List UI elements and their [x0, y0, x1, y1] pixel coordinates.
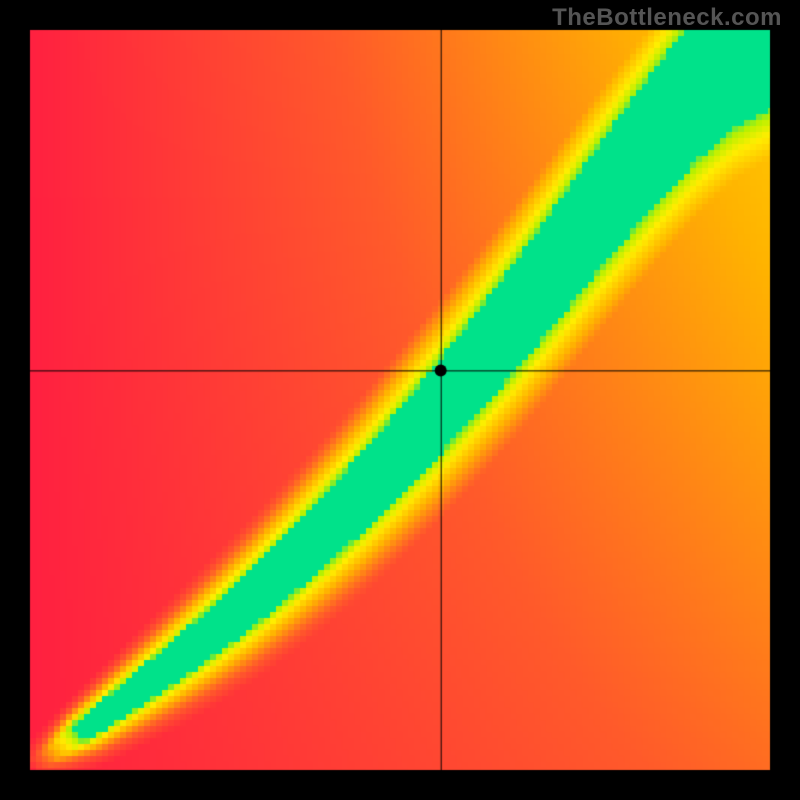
bottleneck-heatmap	[0, 0, 800, 800]
chart-container: TheBottleneck.com	[0, 0, 800, 800]
watermark-text: TheBottleneck.com	[552, 4, 782, 32]
